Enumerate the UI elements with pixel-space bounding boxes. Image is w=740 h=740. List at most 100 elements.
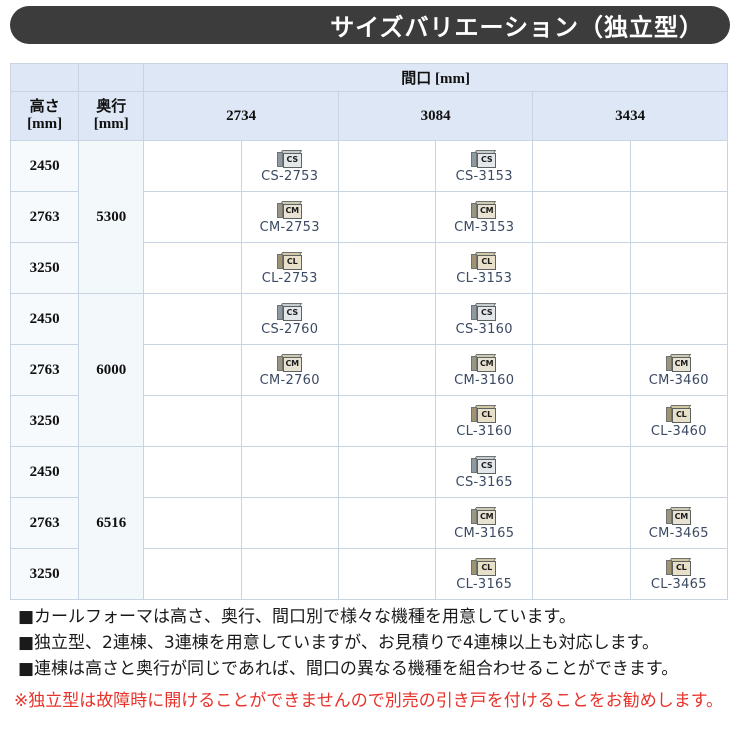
cell-spacer [337,395,437,447]
model-label: CS-3153 [455,168,513,184]
container-icon-text: CS [286,155,299,164]
cell-empty [629,140,729,192]
container-cs-icon: CS [471,149,497,169]
cell-empty [629,191,729,243]
warning-note: ※独立型は故障時に開けることができませんので別売の引き戸を付けることをお勧めしま… [14,691,724,711]
cell-model[interactable]: CL CL-3460 [629,395,729,447]
cell-model[interactable]: CL CL-3165 [435,548,534,600]
model-label: CL-2753 [261,270,318,286]
header-group-frontage: 間口 [mm] [143,63,728,92]
header-width-2734: 2734 [143,91,339,141]
model-entry: CS CS-3153 [436,149,532,184]
cell-model[interactable]: CL CL-3153 [435,242,534,294]
cell-model[interactable]: CS CS-3153 [435,140,534,192]
container-icon-text: CS [481,155,493,164]
container-cl-icon: CL [471,404,497,424]
cell-spacer [337,140,437,192]
cell-spacer [143,191,242,243]
header-col-height-unit: [mm] [27,116,63,132]
container-icon-text: CL [481,410,492,419]
cell-spacer [532,497,631,549]
model-entry: CM CM-3165 [436,506,532,540]
cell-model[interactable]: CM CM-3153 [435,191,534,243]
notes-block: ■カールフォーマは高さ、奥行、間口別で様々な機種を用意しています。 ■独立型、2… [18,604,730,682]
size-variation-table: 間口 [mm] 高さ [mm] 奥行 [mm] 2734 3084 3434 2… [9,63,729,600]
cell-model[interactable]: CL CL-3160 [435,395,534,447]
model-entry: CL CL-3165 [436,557,532,592]
model-entry: CM CM-2753 [242,200,338,234]
container-cl-icon: CL [471,251,497,271]
cell-height: 2450 [9,446,80,498]
cell-spacer [337,446,437,498]
cell-empty [240,446,339,498]
header-col-depth: 奥行 [mm] [78,91,145,141]
cell-model[interactable]: CM CM-3165 [435,497,534,549]
cell-height: 3250 [9,395,80,447]
cell-model[interactable]: CM CM-3460 [629,344,729,396]
container-icon-text: CM [674,512,689,521]
table-row: 3250 CL CL-3160 CL CL-3460 [9,395,729,447]
cell-empty [629,242,729,294]
model-entry: CL CL-3153 [436,251,532,286]
cell-model[interactable]: CS CS-2753 [240,140,339,192]
container-icon-text: CL [676,410,687,419]
page-title-bar: サイズバリエーション（独立型） [10,6,730,44]
cell-model[interactable]: CL CL-2753 [240,242,339,294]
model-entry: CS CS-2760 [242,302,338,337]
container-cl-icon: CL [665,557,692,577]
cell-empty [629,293,729,345]
model-entry: CS CS-3165 [436,455,532,489]
cell-spacer [337,548,437,600]
cell-spacer [532,548,631,600]
cell-spacer [532,344,631,396]
cell-model[interactable]: CS CS-3160 [435,293,534,345]
container-cl-icon: CL [665,404,692,424]
container-icon-text: CM [480,206,494,215]
cell-model[interactable]: CM CM-3465 [629,497,729,549]
table-head: 間口 [mm] 高さ [mm] 奥行 [mm] 2734 3084 3434 [9,63,728,141]
model-entry: CM CM-2760 [242,353,338,387]
cell-model[interactable]: CL CL-3465 [629,548,729,600]
cell-spacer [532,293,631,345]
model-entry: CL CL-3465 [631,557,727,591]
container-cs-icon: CS [471,302,497,322]
container-icon-text: CM [480,359,494,368]
model-label: CL-3160 [456,423,513,439]
container-icon-text: CS [286,308,299,317]
table-header-row-sub: 高さ [mm] 奥行 [mm] 2734 3084 3434 [9,91,728,141]
cell-spacer [143,395,242,447]
container-icon-text: CM [674,359,689,368]
cell-empty [240,548,339,600]
cell-model[interactable]: CM CM-2753 [240,191,339,243]
container-cm-icon: CM [665,353,692,373]
model-label: CS-2760 [261,321,319,337]
cell-model[interactable]: CM CM-3160 [435,344,534,396]
cell-spacer [337,242,437,294]
model-label: CL-3165 [456,576,513,592]
cell-height: 2763 [9,344,80,396]
cell-height: 2450 [9,293,80,345]
container-cl-icon: CL [471,557,497,577]
note-line: ■連棟は高さと奥行が同じであれば、間口の異なる機種を組合わせることができます。 [18,659,679,679]
model-label: CM-3460 [648,372,709,388]
container-icon-text: CM [480,512,494,521]
model-entry: CM CM-3460 [631,353,727,388]
container-icon-text: CL [481,563,492,572]
model-entry: CL CL-3160 [436,404,532,439]
cell-height: 2450 [9,140,80,192]
model-label: CL-3153 [456,270,513,286]
table-row: 2450 6000 CS CS-2760 CS CS-3160 [9,293,729,447]
table-row: 2763 CM CM-2753 CM CM-3153 [9,191,729,243]
table-row: 2763 CM CM-2760 CM CM-3160 CM CM-3460 [9,344,729,396]
table-row: 3250 CL CL-3165 CL CL-3465 [9,548,729,600]
cell-model[interactable]: CM CM-2760 [240,344,339,396]
table-body: 2450 5300 CS CS-2753 CS CS-3153 2763 CM CM-2753 C… [9,140,729,600]
cell-spacer [143,497,242,549]
cell-height: 3250 [9,242,80,294]
cell-model[interactable]: CS CS-2760 [240,293,339,345]
cell-spacer [532,191,631,243]
cell-model[interactable]: CS CS-3165 [435,446,534,498]
container-cs-icon: CS [276,302,303,322]
model-label: CM-3153 [454,219,515,235]
container-cm-icon: CM [665,506,692,526]
